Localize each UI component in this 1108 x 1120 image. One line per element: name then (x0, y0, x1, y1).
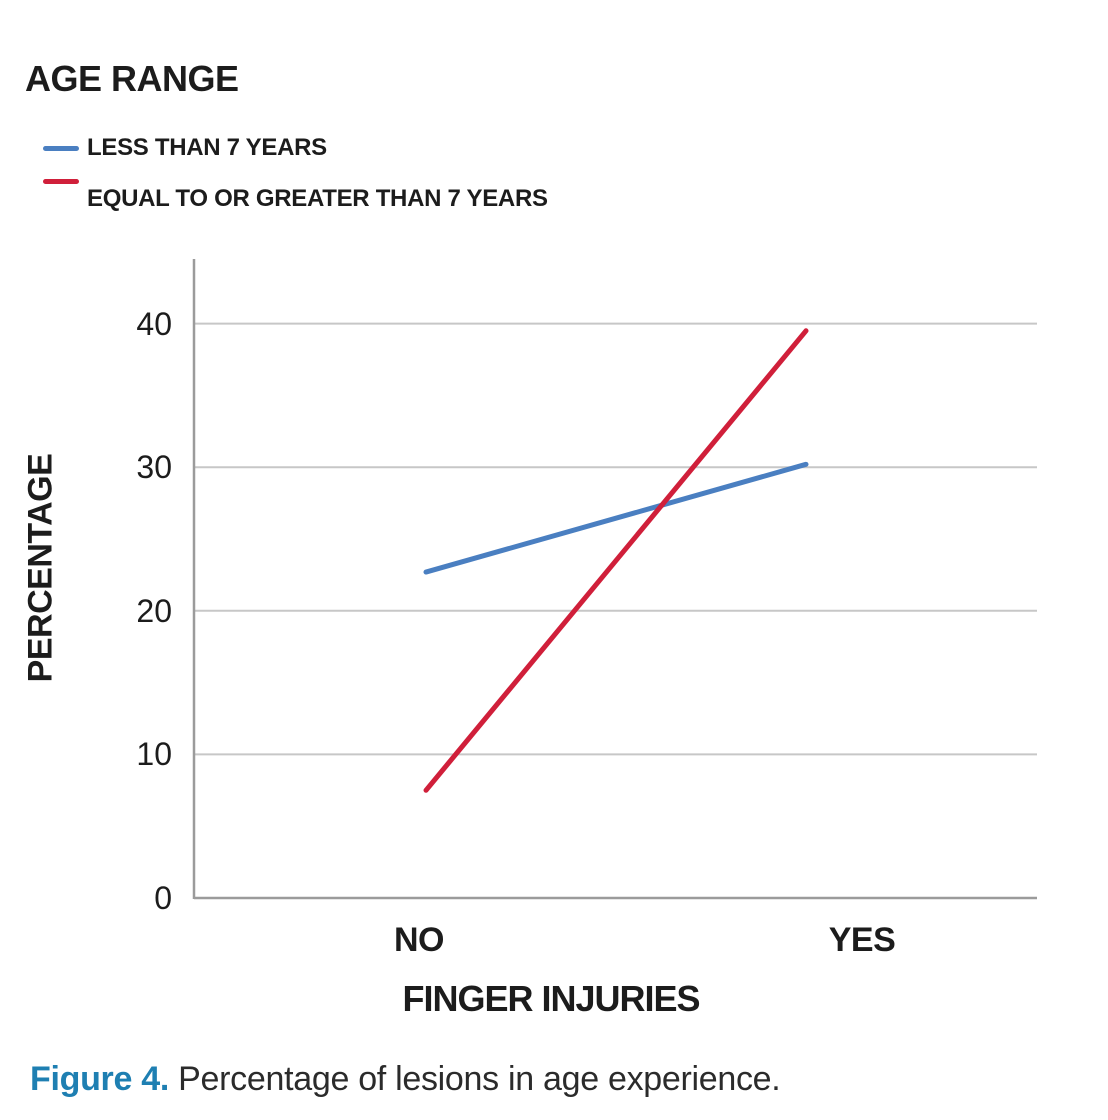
series-line-1 (423, 328, 809, 793)
figure-caption-text: Percentage of lesions in age experience. (169, 1060, 781, 1098)
legend-label-less-than-7: LESS THAN 7 YEARS (87, 134, 327, 161)
legend-label-greater-than-7: EQUAL TO OR GREATER THAN 7 YEARS (87, 185, 548, 212)
y-tick-label-0: 0 (154, 880, 172, 916)
y-tick-label-20: 20 (136, 592, 172, 629)
figure-caption-label: Figure 4. (30, 1060, 169, 1098)
series-line-0 (423, 461, 809, 575)
x-axis-title: FINGER INJURIES (402, 978, 700, 1019)
y-tick-label-30: 30 (136, 449, 172, 486)
legend-swatch-greater-than-7 (43, 179, 79, 184)
y-tick-label-40: 40 (136, 305, 172, 342)
legend-title: AGE RANGE (25, 58, 239, 99)
x-category-label-yes: YES (828, 921, 896, 959)
legend-swatch-less-than-7 (43, 146, 79, 151)
y-tick-label-10: 10 (136, 736, 172, 773)
x-category-label-no: NO (394, 921, 445, 959)
figure-caption: Figure 4. Percentage of lesions in age e… (30, 1059, 781, 1099)
y-axis-title: PERCENTAGE (21, 453, 60, 683)
